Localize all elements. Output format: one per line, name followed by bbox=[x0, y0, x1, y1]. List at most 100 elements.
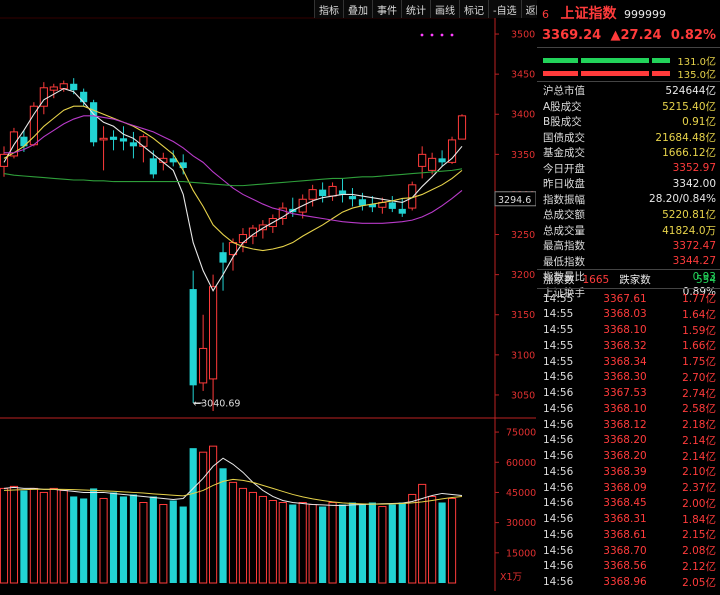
volume-bar bbox=[20, 490, 28, 583]
stat-label: B股成交 bbox=[543, 116, 582, 128]
candle-body bbox=[199, 347, 208, 384]
candle-body bbox=[447, 139, 457, 163]
volume-bar bbox=[298, 502, 307, 584]
breadth-row: 涨家数 1665 跌家数 554 bbox=[537, 272, 718, 287]
ma-line bbox=[3, 87, 463, 292]
index-name[interactable]: 上证指数 bbox=[560, 6, 617, 22]
tick-row: 14:55 3368.32 1.66亿 bbox=[537, 338, 718, 353]
stat-row: 昨日收盘 3342.00 bbox=[537, 176, 718, 191]
candle-body bbox=[129, 142, 138, 147]
candle-body bbox=[80, 91, 88, 103]
stat-value: 3342.00 bbox=[672, 177, 716, 190]
stat-label: A股成交 bbox=[543, 100, 582, 113]
volume-bar bbox=[199, 451, 208, 584]
candle-body bbox=[319, 189, 327, 197]
volume-bar bbox=[348, 502, 357, 583]
candle-body bbox=[189, 289, 197, 386]
key-digit: 6 bbox=[542, 8, 549, 21]
volume-bar bbox=[9, 485, 19, 584]
tick-row: 14:56 3368.39 2.10亿 bbox=[537, 464, 718, 479]
stat-value: 21684.48亿 bbox=[655, 131, 716, 144]
tick-time: 14:55 bbox=[543, 292, 574, 305]
toolbar-item[interactable]: -自选 bbox=[488, 0, 521, 18]
price-tick-label: 3250 bbox=[511, 230, 535, 241]
volume-bar bbox=[408, 493, 417, 584]
volume-bar bbox=[418, 483, 427, 584]
ratio-bar-row: 131.0亿 bbox=[537, 54, 718, 68]
stat-label: 基金成交 bbox=[543, 147, 585, 159]
down-count: 554 bbox=[695, 273, 716, 286]
tick-time: 14:56 bbox=[543, 465, 574, 478]
candle-body bbox=[418, 153, 427, 167]
volume-bar bbox=[109, 492, 118, 583]
toolbar-item[interactable]: 统计 bbox=[401, 0, 430, 18]
tick-volume: 2.05亿 bbox=[682, 576, 716, 589]
stat-row: 最高指数 3372.47 bbox=[537, 238, 718, 253]
toolbar-item[interactable]: 叠加 bbox=[343, 0, 372, 18]
marker-dot bbox=[420, 33, 424, 37]
tick-volume: 1.64亿 bbox=[682, 308, 716, 321]
stat-value: 5220.81亿 bbox=[662, 209, 716, 221]
volume-bar bbox=[169, 500, 177, 583]
candle-body bbox=[328, 185, 337, 197]
candle-body bbox=[70, 83, 78, 91]
price-change-pct: 0.82% bbox=[670, 27, 716, 43]
volume-bar bbox=[319, 506, 327, 583]
tick-volume: 2.18亿 bbox=[682, 419, 716, 431]
volume-bar bbox=[80, 498, 88, 583]
ratio-bar bbox=[537, 57, 670, 63]
volume-bar bbox=[447, 497, 457, 584]
tick-volume: 1.59亿 bbox=[682, 324, 716, 337]
stat-label: 总成交量 bbox=[543, 224, 585, 237]
candle-body bbox=[308, 189, 317, 200]
candle-body bbox=[169, 158, 177, 163]
stat-value: 3344.27 bbox=[672, 255, 716, 267]
tick-volume: 2.08亿 bbox=[682, 545, 716, 557]
price-tick-label: 3150 bbox=[511, 310, 535, 321]
tick-price: 3368.10 bbox=[603, 402, 647, 415]
stat-label: 总成交额 bbox=[543, 209, 585, 221]
toolbar-item[interactable]: 画线 bbox=[430, 0, 459, 18]
candle-body bbox=[99, 137, 108, 141]
index-code: 999999 bbox=[624, 8, 666, 21]
tick-volume: 2.58亿 bbox=[682, 403, 716, 416]
toolbar-item[interactable]: 指标 bbox=[314, 0, 343, 18]
toolbar-item[interactable]: 标记 bbox=[459, 0, 488, 18]
price-tick-label: 3350 bbox=[511, 150, 535, 161]
kline-chart-svg[interactable]: 3050310031503200325033003350340034503500… bbox=[0, 0, 537, 591]
ma-line bbox=[3, 105, 463, 252]
ratio-bar-segment bbox=[543, 57, 578, 63]
tick-time: 14:55 bbox=[543, 355, 574, 368]
volume-bar bbox=[159, 504, 168, 584]
volume-bar bbox=[119, 496, 128, 583]
ma-line bbox=[3, 168, 463, 187]
candle-body bbox=[109, 136, 118, 140]
candle-body bbox=[59, 83, 68, 90]
candle-body bbox=[368, 204, 376, 208]
current-price-label: 3294.6 bbox=[498, 195, 531, 206]
tick-row: 14:56 3368.61 2.15亿 bbox=[537, 527, 718, 542]
index-header: 6 上证指数 999999 bbox=[537, 2, 718, 24]
volume-bar bbox=[238, 487, 248, 584]
tick-volume: 1.77亿 bbox=[682, 293, 716, 305]
stat-row: 上证换手 0.89% bbox=[537, 285, 718, 300]
up-count: 1665 bbox=[582, 273, 610, 286]
stat-label: 指数量比 bbox=[543, 271, 585, 283]
tick-price: 3368.03 bbox=[603, 308, 647, 321]
volume-bar bbox=[209, 445, 218, 584]
tick-volume: 1.75亿 bbox=[682, 356, 716, 368]
volume-bar bbox=[368, 502, 376, 583]
toolbar-item[interactable]: 事件 bbox=[372, 0, 401, 18]
tick-time: 14:56 bbox=[543, 450, 574, 462]
tick-volume: 2.74亿 bbox=[682, 387, 716, 400]
tick-row: 14:56 3367.53 2.74亿 bbox=[537, 386, 718, 401]
tick-time: 14:56 bbox=[543, 434, 574, 447]
kline-chart[interactable]: 3050310031503200325033003350340034503500… bbox=[0, 0, 550, 591]
stat-row: 指数量比 0.93 bbox=[537, 269, 718, 284]
tick-time: 14:56 bbox=[543, 528, 574, 541]
candle-body bbox=[258, 224, 267, 231]
volume-bar bbox=[179, 506, 187, 583]
stat-value: 524644亿 bbox=[665, 85, 716, 97]
candle-body bbox=[20, 136, 28, 147]
candle-body bbox=[428, 157, 437, 171]
